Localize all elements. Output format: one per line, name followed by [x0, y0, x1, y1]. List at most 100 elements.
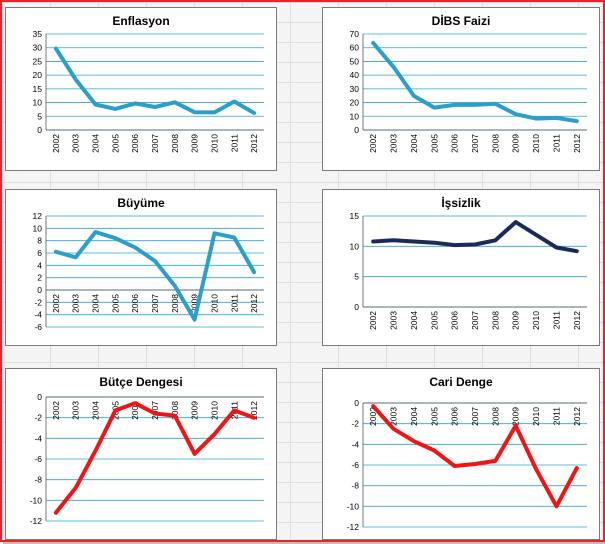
buyume-y-tick-label: 0 [37, 285, 42, 295]
buyume-y-tick-label: -6 [34, 322, 42, 332]
cari-denge-x-tick-label: 2003 [389, 407, 399, 426]
enflasyon-title: Enflasyon [112, 14, 169, 28]
enflasyon-x-tick-label: 2004 [91, 134, 101, 153]
chart-panel-cari-denge: Cari Denge -12 -10 -8 -6 -4 -2 0 2002 2003 2004 200… [322, 368, 600, 540]
buyume-x-tick-label: 2009 [190, 294, 200, 313]
cari-denge-y-tick-label: -4 [351, 439, 359, 449]
buyume-x-tick-label: 2004 [91, 294, 101, 313]
butce-dengesi-x-tick-label: 2004 [91, 401, 101, 420]
cari-denge-x-tick-label: 2010 [531, 407, 541, 426]
butce-dengesi-y-tick-label: -6 [34, 454, 42, 464]
cari-denge-x-tick-label: 2009 [511, 407, 521, 426]
cari-denge-chart: Cari Denge -12 -10 -8 -6 -4 -2 0 2002 2003 2004 200… [347, 375, 587, 532]
buyume-x-tick-label: 2002 [51, 294, 61, 313]
buyume-x-tick-label: 2007 [150, 294, 160, 313]
butce-dengesi-x-tick-label: 2010 [209, 401, 219, 420]
cari-denge-x-tick-label: 2002 [368, 407, 378, 426]
dibs-faizi-y-tick-label: 0 [354, 125, 359, 135]
buyume-y-tick-label: 12 [33, 211, 43, 221]
buyume-y-tick-label: 2 [37, 273, 42, 283]
dibs-faizi-x-tick-label: 2005 [429, 134, 439, 153]
enflasyon-y-tick-label: 30 [33, 43, 43, 53]
issizlik-x-tick-label: 2005 [429, 311, 439, 330]
enflasyon-y-tick-label: 35 [33, 29, 43, 39]
butce-dengesi-x-tick-label: 2003 [71, 401, 81, 420]
dibs-faizi-y-tick-label: 40 [350, 70, 360, 80]
butce-dengesi-x-tick-label: 2008 [170, 401, 180, 420]
dibs-faizi-title: DİBS Faizi [432, 13, 491, 28]
enflasyon-x-tick-label: 2010 [209, 134, 219, 153]
buyume-x-tick-label: 2006 [130, 294, 140, 313]
dibs-faizi-x-tick-label: 2002 [368, 134, 378, 153]
enflasyon-x-tick-label: 2009 [190, 134, 200, 153]
buyume-y-tick-label: 4 [37, 260, 42, 270]
cari-denge-x-tick-label: 2012 [572, 407, 582, 426]
enflasyon-x-tick-label: 2008 [170, 134, 180, 153]
issizlik-title: İşsizlik [441, 195, 481, 210]
issizlik-x-tick-label: 2002 [368, 311, 378, 330]
dibs-faizi-x-tick-label: 2010 [531, 134, 541, 153]
buyume-x-tick-label: 2005 [110, 294, 120, 313]
dibs-faizi-chart: DİBS Faizi 0 10 20 30 40 50 60 70 2002 2003 2004 200… [350, 13, 587, 153]
butce-dengesi-y-tick-label: 0 [37, 392, 42, 402]
enflasyon-chart: Enflasyon 0 5 10 15 20 25 30 35 2002 2003 2004 2005 2… [33, 14, 264, 153]
enflasyon-y-tick-label: 25 [33, 56, 43, 66]
cari-denge-x-tick-label: 2004 [409, 407, 419, 426]
issizlik-x-tick-label: 2008 [490, 311, 500, 330]
buyume-x-tick-label: 2008 [170, 294, 180, 313]
buyume-y-tick-label: -2 [34, 297, 42, 307]
dibs-faizi-x-tick-label: 2008 [490, 134, 500, 153]
buyume-x-tick-label: 2010 [209, 294, 219, 313]
cari-denge-y-tick-label: -10 [347, 501, 360, 511]
enflasyon-y-tick-label: 20 [33, 70, 43, 80]
issizlik-chart: İşsizlik 0 5 10 15 2002 2003 2004 2005 2006 2007 20… [350, 195, 587, 330]
buyume-y-tick-label: 6 [37, 248, 42, 258]
dibs-faizi-x-tick-label: 2004 [409, 134, 419, 153]
butce-dengesi-x-tick-label: 2006 [130, 401, 140, 420]
dibs-faizi-y-tick-label: 10 [350, 111, 360, 121]
buyume-series-line [53, 230, 257, 322]
butce-dengesi-y-tick-label: -4 [34, 433, 42, 443]
butce-dengesi-x-tick-label: 2007 [150, 401, 160, 420]
enflasyon-x-tick-label: 2006 [130, 134, 140, 153]
dibs-faizi-y-tick-label: 60 [350, 43, 360, 53]
issizlik-x-tick-label: 2012 [572, 311, 582, 330]
butce-dengesi-chart: Bütçe Dengesi -12 -10 -8 -6 -4 -2 0 2002 2003 2004… [30, 375, 264, 526]
buyume-y-tick-label: 8 [37, 236, 42, 246]
enflasyon-x-tick-label: 2003 [71, 134, 81, 153]
butce-dengesi-series-line [53, 401, 257, 515]
dibs-faizi-x-tick-label: 2012 [572, 134, 582, 153]
buyume-y-tick-label: 10 [33, 223, 43, 233]
cari-denge-title: Cari Denge [429, 375, 493, 389]
dibs-faizi-y-tick-label: 20 [350, 98, 360, 108]
cari-denge-x-tick-label: 2011 [551, 407, 561, 426]
issizlik-x-tick-label: 2007 [470, 311, 480, 330]
enflasyon-x-tick-label: 2012 [249, 134, 259, 153]
cari-denge-series-line [371, 404, 579, 509]
buyume-title: Büyüme [117, 196, 165, 210]
butce-dengesi-x-tick-label: 2012 [249, 401, 259, 420]
enflasyon-y-tick-label: 0 [37, 125, 42, 135]
cari-denge-y-tick-label: 0 [354, 398, 359, 408]
dibs-faizi-x-tick-label: 2007 [470, 134, 480, 153]
buyume-x-tick-label: 2011 [229, 294, 239, 313]
cari-denge-x-tick-label: 2005 [429, 407, 439, 426]
issizlik-x-tick-label: 2003 [389, 311, 399, 330]
enflasyon-y-tick-label: 15 [33, 84, 43, 94]
buyume-x-tick-label: 2012 [249, 294, 259, 313]
issizlik-x-tick-label: 2010 [531, 311, 541, 330]
buyume-x-tick-label: 2003 [71, 294, 81, 313]
butce-dengesi-y-tick-label: -2 [34, 413, 42, 423]
issizlik-x-tick-label: 2004 [409, 311, 419, 330]
butce-dengesi-x-tick-label: 2009 [190, 401, 200, 420]
butce-dengesi-y-tick-label: -12 [30, 516, 43, 526]
dibs-faizi-x-tick-label: 2006 [450, 134, 460, 153]
issizlik-series-line [371, 220, 579, 254]
buyume-chart: Büyüme -6 -4 -2 0 2 4 6 8 10 12 2002 2003 2004 2005 200… [33, 196, 264, 332]
cari-denge-y-tick-label: -8 [351, 481, 359, 491]
cari-denge-x-tick-label: 2008 [490, 407, 500, 426]
issizlik-y-tick-label: 10 [350, 241, 360, 251]
cari-denge-x-tick-label: 2007 [470, 407, 480, 426]
chart-panel-buyume: Büyüme -6 -4 -2 0 2 4 6 8 10 12 2002 2003 2004 2005 200… [5, 189, 277, 346]
